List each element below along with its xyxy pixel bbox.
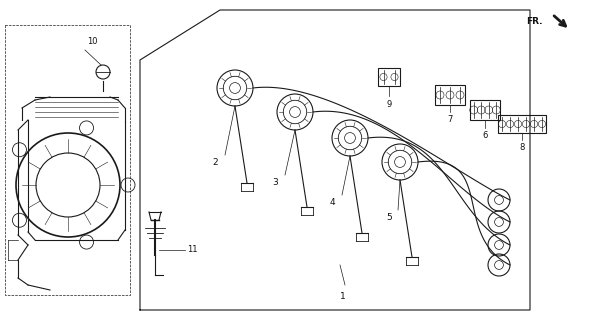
Text: 6: 6	[482, 131, 488, 140]
Text: 8: 8	[519, 143, 525, 152]
Text: 7: 7	[447, 115, 453, 124]
Text: 10: 10	[87, 37, 97, 46]
Bar	[378, 68, 400, 86]
Bar	[470, 100, 500, 120]
Text: FR.: FR.	[526, 18, 543, 27]
Text: 2: 2	[212, 158, 218, 167]
Text: 5: 5	[386, 213, 392, 222]
Bar	[498, 115, 546, 133]
Text: 11: 11	[187, 245, 198, 254]
Text: 9: 9	[386, 100, 392, 109]
Bar	[435, 85, 465, 105]
Text: 3: 3	[272, 178, 278, 187]
Text: 4: 4	[329, 198, 335, 207]
Text: 1: 1	[340, 292, 346, 301]
